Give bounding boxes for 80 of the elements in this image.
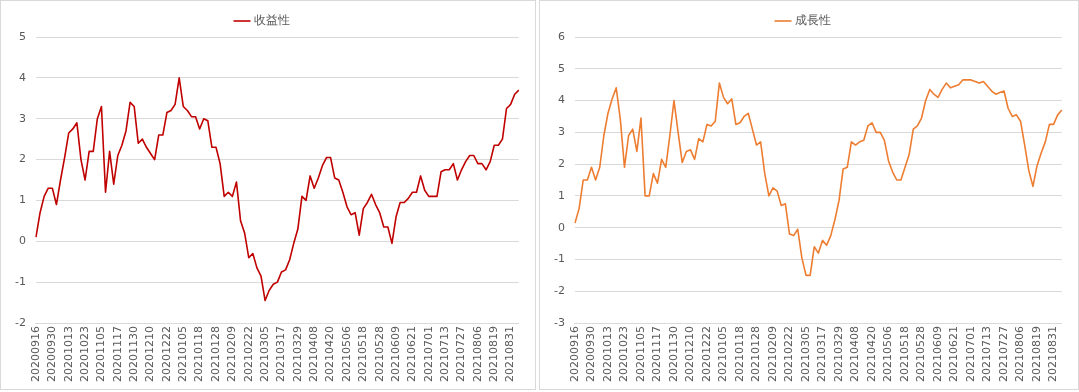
x-tick-label: 20210819 bbox=[1029, 326, 1043, 383]
x-tick-label: 20210819 bbox=[487, 326, 501, 383]
x-tick-label: 20210621 bbox=[947, 326, 961, 383]
x-tick-label: 20201023 bbox=[77, 326, 91, 383]
x-tick-label: 20201130 bbox=[666, 326, 680, 383]
x-tick-label: 20210609 bbox=[388, 326, 402, 383]
y-tick-label: -2 bbox=[554, 284, 565, 298]
y-tick-label: -1 bbox=[15, 275, 26, 289]
y-tick-label: 1 bbox=[18, 193, 26, 207]
x-tick-label: 20210528 bbox=[914, 326, 928, 383]
x-tick-label: 20210713 bbox=[980, 326, 994, 383]
x-tick-label: 20201023 bbox=[617, 326, 631, 383]
x-tick-label: 20210806 bbox=[470, 326, 484, 383]
x-tick-label: 20210420 bbox=[323, 326, 337, 383]
x-tick-label: 20210831 bbox=[503, 326, 517, 383]
x-tick-label: 20210506 bbox=[881, 326, 895, 383]
x-tick-label: 20210713 bbox=[438, 326, 452, 383]
y-tick-label: 1 bbox=[557, 188, 565, 202]
x-tick-label: 20210806 bbox=[1013, 326, 1027, 383]
y-tick-label: 3 bbox=[557, 125, 565, 139]
x-tick-label: 20210408 bbox=[307, 326, 321, 383]
y-tick-label: 0 bbox=[557, 220, 565, 234]
x-tick-label: 20210329 bbox=[290, 326, 304, 383]
x-tick-label: 20210209 bbox=[225, 326, 239, 383]
x-tick-label: 20210118 bbox=[192, 326, 206, 383]
x-tick-label: 20210222 bbox=[241, 326, 255, 383]
x-tick-label: 20210831 bbox=[1046, 326, 1060, 383]
x-tick-label: 20200916 bbox=[567, 326, 581, 383]
x-tick-label: 20210701 bbox=[421, 326, 435, 383]
y-tick-label: 0 bbox=[18, 234, 26, 248]
x-tick-label: 20210420 bbox=[864, 326, 878, 383]
x-tick-label: 20210329 bbox=[831, 326, 845, 383]
x-tick-label: 20210408 bbox=[848, 326, 862, 383]
x-tick-label: 20210209 bbox=[765, 326, 779, 383]
x-tick-label: 20210105 bbox=[716, 326, 730, 383]
y-tick-label: 6 bbox=[557, 29, 565, 43]
x-tick-label: 20210727 bbox=[996, 326, 1010, 383]
x-tick-label: 20210118 bbox=[732, 326, 746, 383]
x-tick-label: 20201130 bbox=[127, 326, 141, 383]
legend-label: 收益性 bbox=[254, 13, 290, 28]
y-tick-label: 5 bbox=[557, 61, 565, 75]
y-tick-label: 2 bbox=[18, 152, 26, 166]
y-tick-label: -1 bbox=[554, 252, 565, 266]
x-tick-label: 20201105 bbox=[633, 326, 647, 383]
x-tick-label: 20210128 bbox=[749, 326, 763, 383]
y-tick-label: 4 bbox=[557, 93, 565, 107]
x-tick-label: 20201105 bbox=[94, 326, 108, 383]
x-tick-label: 20201013 bbox=[600, 326, 614, 383]
x-tick-label: 20200930 bbox=[584, 326, 598, 383]
x-tick-label: 20201210 bbox=[143, 326, 157, 383]
x-tick-label: 20210518 bbox=[356, 326, 370, 383]
x-tick-label: 20210621 bbox=[405, 326, 419, 383]
x-tick-label: 20201210 bbox=[683, 326, 697, 383]
y-tick-label: 3 bbox=[18, 111, 26, 125]
x-tick-label: 20210518 bbox=[897, 326, 911, 383]
x-tick-label: 20201013 bbox=[61, 326, 75, 383]
x-tick-label: 20210105 bbox=[176, 326, 190, 383]
x-tick-label: 20201117 bbox=[650, 326, 664, 383]
x-tick-label: 20200916 bbox=[28, 326, 42, 383]
x-tick-label: 20210609 bbox=[930, 326, 944, 383]
x-tick-label: 20210528 bbox=[372, 326, 386, 383]
x-tick-label: 20210317 bbox=[815, 326, 829, 383]
y-tick-label: 5 bbox=[18, 29, 26, 43]
x-tick-label: 20201222 bbox=[159, 326, 173, 383]
y-tick-label: 4 bbox=[18, 70, 26, 84]
x-tick-label: 20210305 bbox=[798, 326, 812, 383]
x-tick-label: 20210222 bbox=[782, 326, 796, 383]
x-tick-label: 20210727 bbox=[454, 326, 468, 383]
y-tick-label: -2 bbox=[15, 315, 26, 329]
x-tick-label: 20201222 bbox=[699, 326, 713, 383]
legend-label: 成長性 bbox=[795, 13, 831, 28]
x-tick-label: 20210506 bbox=[339, 326, 353, 383]
x-tick-label: 20210317 bbox=[274, 326, 288, 383]
x-tick-label: 20201117 bbox=[110, 326, 124, 383]
x-tick-label: 20210305 bbox=[257, 326, 271, 383]
x-tick-label: 20210701 bbox=[963, 326, 977, 383]
y-tick-label: -3 bbox=[554, 315, 565, 329]
x-tick-label: 20200930 bbox=[45, 326, 59, 383]
y-tick-label: 2 bbox=[557, 156, 565, 170]
x-tick-label: 20210128 bbox=[208, 326, 222, 383]
